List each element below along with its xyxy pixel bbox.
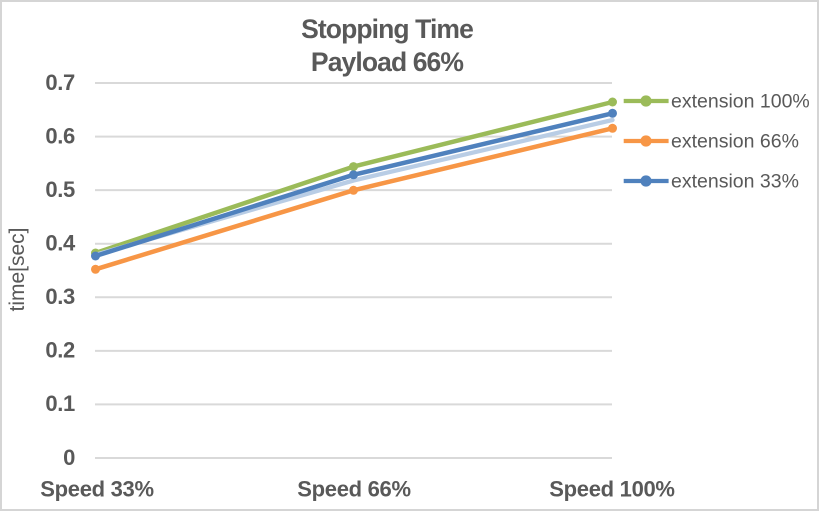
- svg-text:0.1: 0.1: [45, 391, 75, 416]
- svg-text:0: 0: [63, 445, 75, 470]
- svg-text:time[sec]: time[sec]: [6, 227, 29, 311]
- svg-text:extension 66%: extension 66%: [671, 131, 799, 153]
- svg-text:Speed 100%: Speed 100%: [549, 477, 674, 502]
- svg-text:0.6: 0.6: [45, 123, 75, 148]
- svg-text:extension 33%: extension 33%: [671, 171, 799, 193]
- svg-text:0.2: 0.2: [45, 338, 75, 363]
- svg-text:extension 100%: extension 100%: [671, 91, 810, 113]
- svg-text:0.4: 0.4: [45, 231, 76, 256]
- svg-text:0.3: 0.3: [45, 284, 75, 309]
- svg-text:Payload 66%: Payload 66%: [311, 47, 463, 77]
- svg-text:0.5: 0.5: [45, 177, 75, 202]
- svg-text:0.7: 0.7: [45, 70, 75, 95]
- svg-text:Speed 33%: Speed 33%: [40, 477, 153, 502]
- svg-text:Stopping Time: Stopping Time: [301, 14, 473, 44]
- svg-text:Speed 66%: Speed 66%: [297, 477, 410, 502]
